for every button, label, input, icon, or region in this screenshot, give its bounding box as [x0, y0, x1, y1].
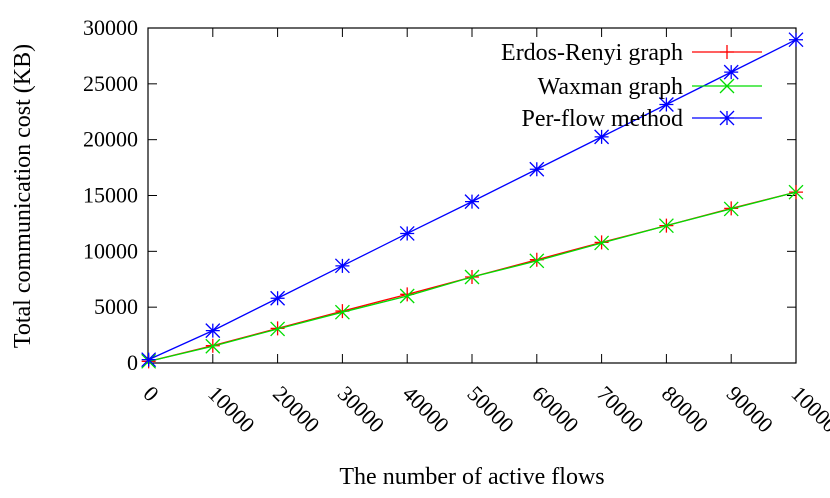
data-point [529, 253, 545, 269]
legend-label: Per-flow method [522, 106, 683, 132]
legend-marker [719, 110, 735, 126]
data-point [141, 352, 157, 368]
x-tick-label: 10000 [203, 381, 260, 438]
data-point [205, 338, 221, 354]
legend-label: Waxman graph [538, 74, 683, 100]
x-tick-label: 30000 [333, 381, 390, 438]
y-tick-label: 30000 [83, 15, 138, 40]
data-point [594, 129, 610, 145]
data-point [788, 32, 804, 48]
y-tick-label: 5000 [94, 294, 138, 319]
data-point [594, 235, 610, 251]
y-tick-label: 10000 [83, 238, 138, 263]
data-point [658, 218, 674, 234]
x-axis-title: The number of active flows [339, 464, 604, 490]
data-point [788, 184, 804, 200]
x-tick-label: 80000 [657, 381, 714, 438]
y-axis-title: Total communication cost (KB) [10, 44, 36, 348]
x-tick-label: 0 [138, 381, 163, 406]
data-point [399, 226, 415, 241]
x-axis: 0 10000 20000 30000 40000 50000 60000 70000 8000… [138, 28, 830, 445]
x-tick-label: 100000 [786, 381, 830, 445]
y-tick-label: 15000 [83, 183, 138, 208]
y-tick-label: 20000 [83, 127, 138, 152]
series-2 [141, 32, 804, 368]
x-tick-label: 20000 [268, 381, 325, 438]
x-tick-label: 60000 [527, 381, 584, 438]
data-point [270, 321, 286, 337]
x-tick-label: 70000 [592, 381, 649, 438]
x-tick-label: 50000 [462, 381, 519, 438]
data-point [658, 97, 674, 112]
data-point [464, 269, 480, 285]
data-point [723, 64, 739, 80]
data-point [334, 258, 350, 274]
data-point [205, 323, 221, 339]
legend-marker [720, 45, 734, 59]
x-tick-label: 40000 [398, 381, 455, 438]
y-tick-label: 25000 [83, 71, 138, 96]
x-tick-label: 90000 [722, 381, 779, 438]
series-1 [141, 184, 804, 369]
data-point [399, 288, 415, 304]
legend-label: Erdos-Renyi graph [501, 40, 683, 66]
data-point [723, 201, 739, 217]
series-group [141, 32, 804, 369]
data-point [270, 290, 286, 306]
legend: Erdos-Renyi graph Waxman graph Per-flow me… [501, 40, 762, 132]
data-point [464, 194, 480, 210]
legend-marker [719, 78, 735, 94]
data-point [334, 304, 350, 320]
y-tick-label: 0 [127, 350, 138, 375]
data-point [529, 161, 545, 177]
y-axis: 0 5000 10000 15000 20000 25000 30000 [83, 15, 796, 375]
